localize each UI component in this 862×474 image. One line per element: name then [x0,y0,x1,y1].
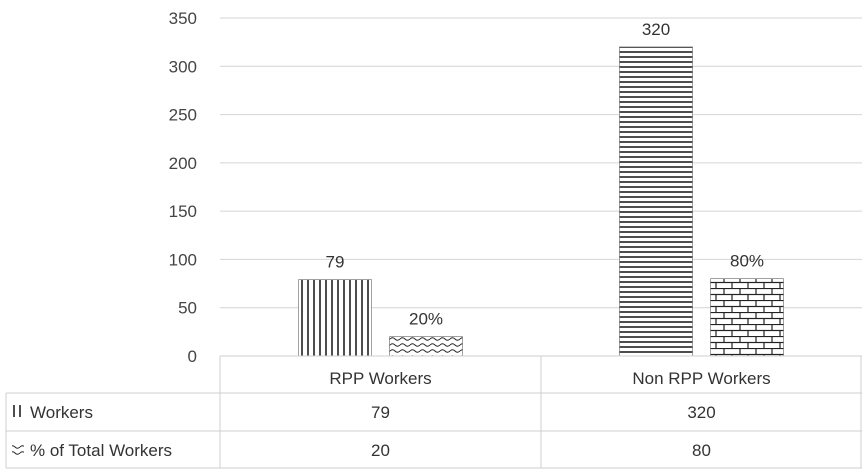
data-label: 320 [642,20,670,39]
data-table: RPP Workers Non RPP Workers Workers 79 320 % … [5,355,862,469]
table-row-label: % of Total Workers [30,441,172,460]
data-label: 20% [409,310,443,329]
table-cell: 80 [692,441,711,460]
data-label: 79 [326,253,345,272]
y-tick-label: 50 [178,299,197,318]
bar [619,46,693,357]
y-tick-label: 0 [188,347,197,366]
data-label: 80% [730,252,764,271]
table-row-label: Workers [30,403,93,422]
table-cell: 20 [371,441,390,460]
x-category-label: Non RPP Workers [632,369,770,388]
legend-key [12,405,24,417]
bar [389,336,463,357]
bar [710,278,784,357]
y-tick-label: 150 [169,202,197,221]
data-labels: 79 20% 320 80% [326,20,764,329]
bar [298,279,372,357]
y-tick-label: 350 [169,9,197,28]
bars [298,46,784,357]
table-cell: 79 [371,403,390,422]
y-tick-label: 300 [169,57,197,76]
legend-key [12,443,24,455]
x-category-label: RPP Workers [329,369,431,388]
y-axis-ticks: 0 50 100 150 200 250 300 350 [169,9,197,366]
y-tick-label: 250 [169,106,197,125]
y-tick-label: 200 [169,154,197,173]
table-cell: 320 [687,403,715,422]
y-tick-label: 100 [169,250,197,269]
